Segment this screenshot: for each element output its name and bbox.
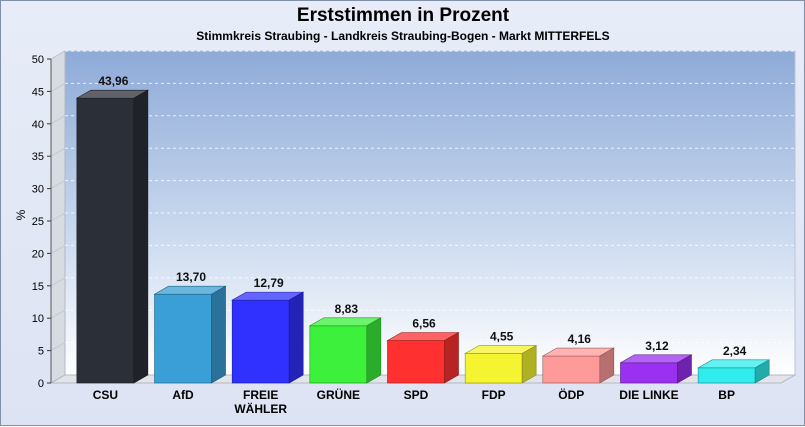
x-tick-label: WÄHLER	[234, 401, 287, 416]
data-label: 8,83	[335, 302, 359, 316]
bar-side	[288, 291, 304, 384]
bar	[620, 362, 678, 384]
bar	[387, 340, 445, 384]
x-tick-label: BP	[718, 388, 735, 402]
data-label: 13,70	[176, 270, 206, 284]
bar-side	[444, 331, 459, 384]
bar	[542, 355, 601, 384]
chart-subtitle: Stimmkreis Straubing - Landkreis Straubi…	[196, 29, 609, 43]
x-tick-label: GRÜNE	[317, 387, 360, 402]
y-tick-label: 40	[32, 119, 44, 131]
data-label: 4,55	[490, 330, 514, 344]
gridline-side	[50, 342, 66, 352]
bar-side	[599, 347, 615, 384]
bar-side	[366, 317, 382, 384]
x-tick-label: DIE LINKE	[619, 388, 678, 402]
bar	[76, 97, 135, 384]
gridline-side	[50, 50, 66, 60]
plot-area: 0 5 10 15 20 25 30 35 40 45 50 43,96 CSU 13,70 AfD 12,7…	[32, 50, 797, 416]
data-label: 4,16	[568, 332, 592, 346]
gridline-side	[50, 115, 66, 125]
x-tick-label: SPD	[404, 388, 429, 402]
data-label: 12,79	[254, 276, 284, 290]
x-tick-label: ÖDP	[558, 387, 584, 402]
bar-side	[677, 354, 692, 384]
bar	[231, 299, 290, 384]
gridline-side	[50, 147, 66, 157]
gridline-side	[50, 82, 66, 92]
data-label: 43,96	[98, 74, 128, 88]
y-tick-label: 10	[32, 313, 44, 325]
y-axis-label: %	[14, 209, 28, 220]
y-tick-label: 25	[32, 216, 44, 228]
gridline-side	[50, 244, 66, 254]
bar	[309, 325, 368, 384]
y-tick-label: 0	[38, 378, 44, 390]
y-tick-label: 5	[38, 346, 44, 358]
y-tick-label: 50	[32, 54, 44, 66]
bar	[154, 293, 212, 384]
bar-side	[754, 359, 770, 384]
gridline-side	[50, 277, 66, 287]
y-tick-label: 20	[32, 248, 44, 260]
chart-title: Erststimmen in Prozent	[297, 5, 510, 26]
data-label: 6,56	[412, 316, 436, 330]
bar	[697, 367, 756, 384]
y-tick-label: 35	[32, 151, 44, 163]
y-tick-label: 45	[32, 86, 44, 98]
x-tick-label: AfD	[172, 388, 194, 402]
bar-side	[133, 89, 149, 384]
gridline-side	[50, 180, 66, 190]
x-tick-label: FDP	[482, 388, 506, 402]
y-tick-label: 15	[32, 281, 44, 293]
bar-side	[211, 285, 226, 384]
gridline-side	[50, 212, 66, 222]
bar	[464, 353, 523, 384]
data-label: 3,12	[645, 339, 669, 353]
data-label: 2,34	[723, 344, 747, 358]
bar-side	[521, 344, 537, 384]
x-tick-label: FREIE	[243, 388, 278, 402]
y-tick-label: 30	[32, 184, 44, 196]
x-tick-label: CSU	[93, 388, 118, 402]
gridline-side	[50, 309, 66, 319]
